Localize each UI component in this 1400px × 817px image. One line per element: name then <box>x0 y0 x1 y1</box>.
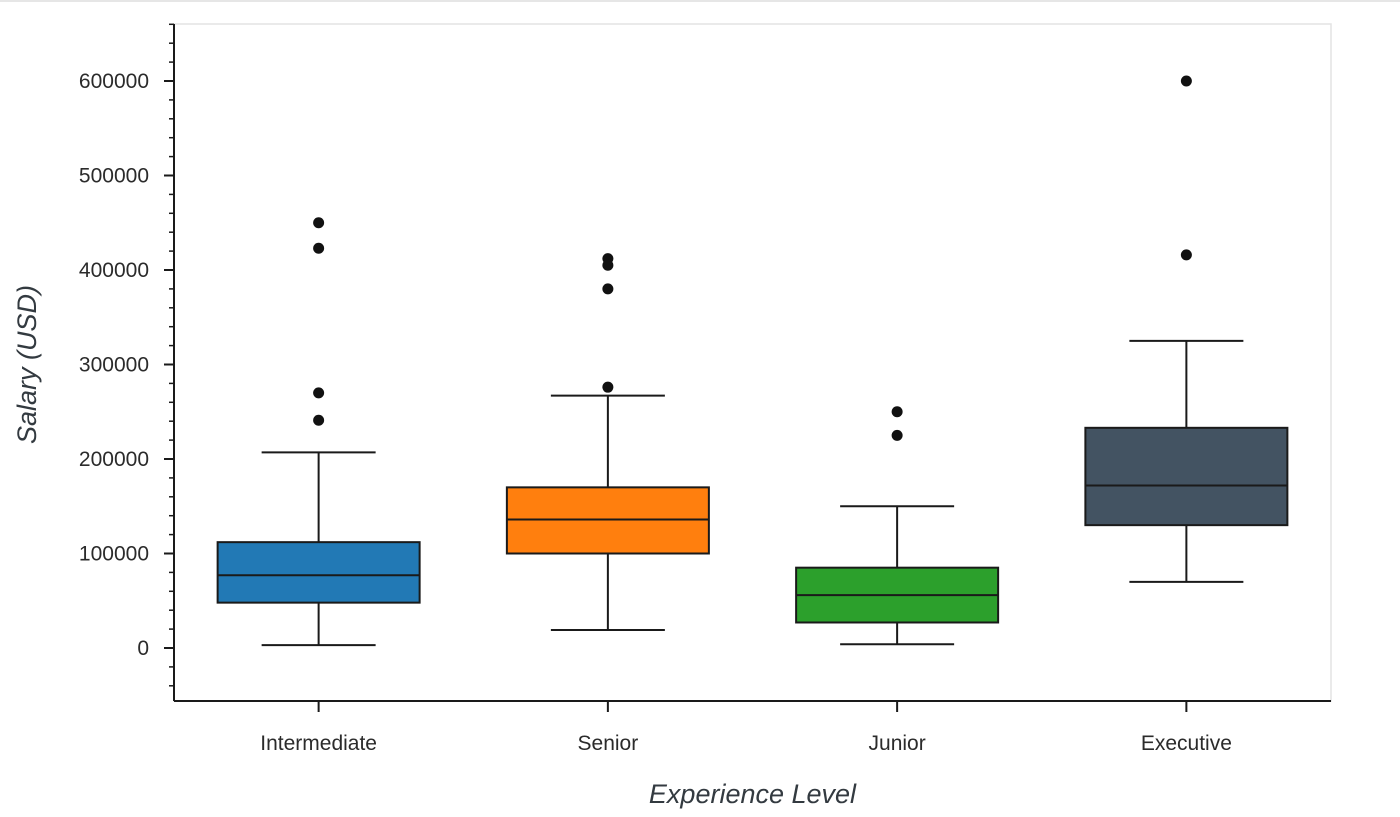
outlier-point <box>602 381 614 393</box>
x-tick-label: Senior <box>578 732 639 755</box>
box-group <box>505 253 710 632</box>
y-tick-label: 600000 <box>79 70 149 93</box>
top-divider <box>0 0 1400 2</box>
x-tick-label: Executive <box>1141 732 1232 755</box>
outlier-point <box>313 387 325 399</box>
y-tick-label: 400000 <box>79 259 149 282</box>
outlier-point <box>313 242 325 254</box>
x-tick-label: Junior <box>869 732 926 755</box>
y-tick-label: 0 <box>137 637 149 660</box>
outlier-point <box>602 283 614 295</box>
iqr-box <box>216 541 421 604</box>
y-tick-label: 500000 <box>79 165 149 188</box>
y-axis-title: Salary (USD) <box>12 285 42 444</box>
box-group <box>795 406 1000 646</box>
x-tick-label: Intermediate <box>260 732 377 755</box>
outlier-point <box>1180 75 1192 87</box>
outlier-point <box>891 429 903 441</box>
box-group <box>1084 75 1289 583</box>
outlier-point <box>1180 249 1192 261</box>
y-tick-label: 200000 <box>79 448 149 471</box>
iqr-box <box>1084 426 1289 527</box>
outlier-point <box>313 414 325 426</box>
y-tick-label: 300000 <box>79 354 149 377</box>
outlier-point <box>313 217 325 229</box>
outlier-point <box>602 259 614 271</box>
box-group <box>216 217 421 647</box>
boxes-layer <box>216 75 1289 647</box>
x-axis-title: Experience Level <box>649 779 857 809</box>
outlier-point <box>891 406 903 418</box>
y-tick-label: 100000 <box>79 543 149 566</box>
axes-layer: 0 100000 200000 300000 400000 500000 600000 Int… <box>79 23 1331 755</box>
